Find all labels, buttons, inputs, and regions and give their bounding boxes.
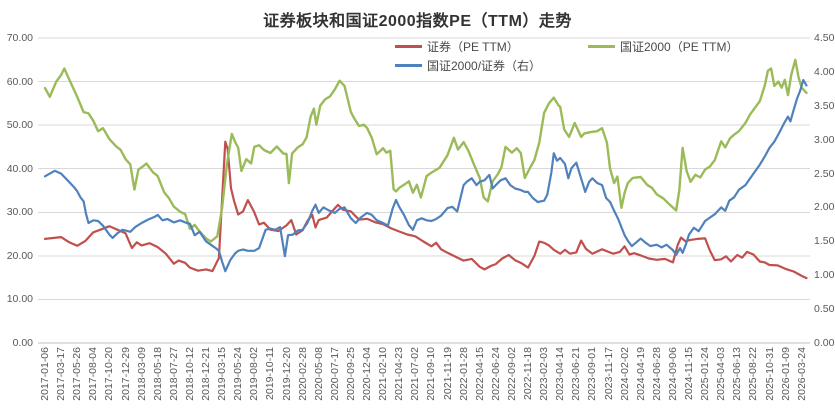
chart-title: 证券板块和国证2000指数PE（TTM）走势 — [263, 13, 572, 30]
series-line-2 — [43, 78, 808, 273]
legend-line-marker-blue — [395, 63, 422, 67]
x-axis-tick-label: 2019-12-20 — [280, 347, 293, 401]
x-axis-tick-label: 2017-05-26 — [71, 347, 84, 401]
x-axis-tick-label: 2026-01-09 — [779, 347, 792, 401]
x-axis-tick-label: 2023-02-03 — [538, 347, 551, 401]
x-axis-tick-label: 2017-08-04 — [87, 347, 100, 401]
series-line-0 — [43, 140, 808, 280]
x-axis-tick-label: 2024-06-28 — [650, 347, 663, 401]
x-axis-tick-label: 2017-01-06 — [39, 347, 51, 401]
x-axis-tick-label: 2025-10-31 — [763, 347, 776, 401]
x-axis-tick-label: 2018-05-18 — [151, 347, 164, 401]
x-axis-tick-label: 2018-10-12 — [183, 347, 196, 401]
x-axis-tick-label: 2024-04-19 — [634, 347, 647, 401]
y-axis-right-tick-label: 4.50 — [814, 32, 835, 44]
legend-label: 国证2000/证券（右） — [427, 58, 542, 73]
x-axis-tick-label: 2024-11-15 — [683, 347, 695, 400]
x-axis-tick-label: 2019-10-11 — [264, 347, 277, 400]
x-axis-tick-label: 2022-06-24 — [489, 347, 502, 401]
x-axis-tick-label: 2026-03-24 — [795, 347, 808, 401]
x-axis-tick-label: 2020-07-17 — [328, 347, 341, 401]
x-axis-tick-label: 2021-02-10 — [377, 347, 390, 401]
x-axis-tick-label: 2025-01-24 — [699, 347, 712, 401]
y-axis-right-tick-label: 2.50 — [814, 167, 835, 180]
x-axis-tick-label: 2021-11-19 — [441, 347, 454, 400]
x-axis-tick-label: 2020-12-04 — [361, 347, 373, 401]
y-axis-right-tick-label: 3.00 — [814, 133, 835, 146]
x-axis-tick-label: 2017-10-20 — [103, 347, 116, 401]
x-axis-tick-label: 2023-11-17 — [602, 347, 615, 400]
x-axis-tick-label: 2022-09-02 — [505, 347, 518, 401]
x-axis-tick-label: 2020-05-08 — [312, 347, 325, 401]
x-axis-tick-label: 2019-05-24 — [232, 347, 245, 401]
y-axis-right-tick-label: 0.00 — [814, 337, 835, 349]
x-axis-tick-label: 2021-07-02 — [409, 347, 422, 401]
x-axis-tick-label: 2023-06-21 — [570, 347, 583, 401]
legend-item-ratio: 国证2000/证券（右） — [395, 58, 542, 73]
y-axis-left-tick-label: 50.00 — [6, 119, 33, 132]
legend-line-marker-green — [588, 44, 615, 48]
x-axis-tick-label: 2022-11-18 — [522, 347, 534, 400]
x-axis-tick-label: 2017-12-29 — [119, 347, 132, 401]
x-axis-tick-label: 2024-02-02 — [618, 347, 631, 401]
legend-item-gz2000: 国证2000（PE TTM） — [588, 39, 739, 54]
legend-line-marker-red — [395, 44, 422, 48]
x-axis-tick-label: 2024-09-06 — [666, 347, 679, 401]
y-axis-left-tick-label: 60.00 — [6, 75, 33, 88]
x-axis-tick-label: 2020-09-25 — [344, 347, 357, 401]
x-axis-tick-label: 2023-04-14 — [554, 347, 567, 401]
y-axis-right-tick-label: 2.00 — [814, 201, 835, 214]
y-axis-left-tick-label: 40.00 — [6, 162, 33, 175]
x-axis-tick-label: 2017-03-17 — [55, 347, 68, 401]
x-axis-tick-label: 2018-12-21 — [200, 347, 212, 401]
legend-label: 国证2000（PE TTM） — [620, 39, 739, 54]
y-axis-right-tick-label: 1.50 — [814, 235, 835, 248]
y-axis-right-tick-label: 0.50 — [814, 303, 835, 316]
y-axis-left-tick-label: 20.00 — [6, 249, 33, 262]
y-axis-left-tick-label: 70.00 — [6, 32, 33, 44]
x-axis-tick-label: 2022-04-15 — [473, 347, 486, 401]
y-axis-right-tick-label: 4.00 — [814, 65, 835, 78]
x-axis-tick-label: 2021-09-10 — [425, 347, 438, 401]
x-axis-tick-label: 2019-03-15 — [216, 347, 229, 401]
y-axis-right-tick-label: 3.50 — [814, 99, 835, 112]
x-axis-tick-label: 2023-09-01 — [586, 347, 599, 401]
y-axis-left-tick-label: 30.00 — [6, 206, 33, 219]
series-line-1 — [43, 58, 808, 243]
x-axis-tick-label: 2025-08-22 — [747, 347, 760, 401]
x-axis-tick-label: 2019-08-02 — [248, 347, 261, 401]
x-axis-tick-label: 2018-07-27 — [167, 347, 180, 401]
y-axis-left-tick-label: 10.00 — [6, 293, 33, 306]
x-axis-tick-label: 2022-01-28 — [457, 347, 470, 401]
x-axis-tick-label: 2018-03-09 — [135, 347, 148, 401]
legend-label: 证券（PE TTM） — [427, 39, 519, 54]
x-axis-tick-label: 2020-02-28 — [296, 347, 309, 401]
x-axis-tick-label: 2021-04-23 — [393, 347, 406, 401]
legend-item-securities: 证券（PE TTM） — [395, 39, 519, 54]
y-axis-left-tick-label: 0.00 — [12, 337, 33, 349]
x-axis-tick-label: 2025-04-03 — [715, 347, 728, 401]
y-axis-right-tick-label: 1.00 — [814, 269, 835, 282]
x-axis-tick-label: 2025-06-13 — [731, 347, 744, 401]
